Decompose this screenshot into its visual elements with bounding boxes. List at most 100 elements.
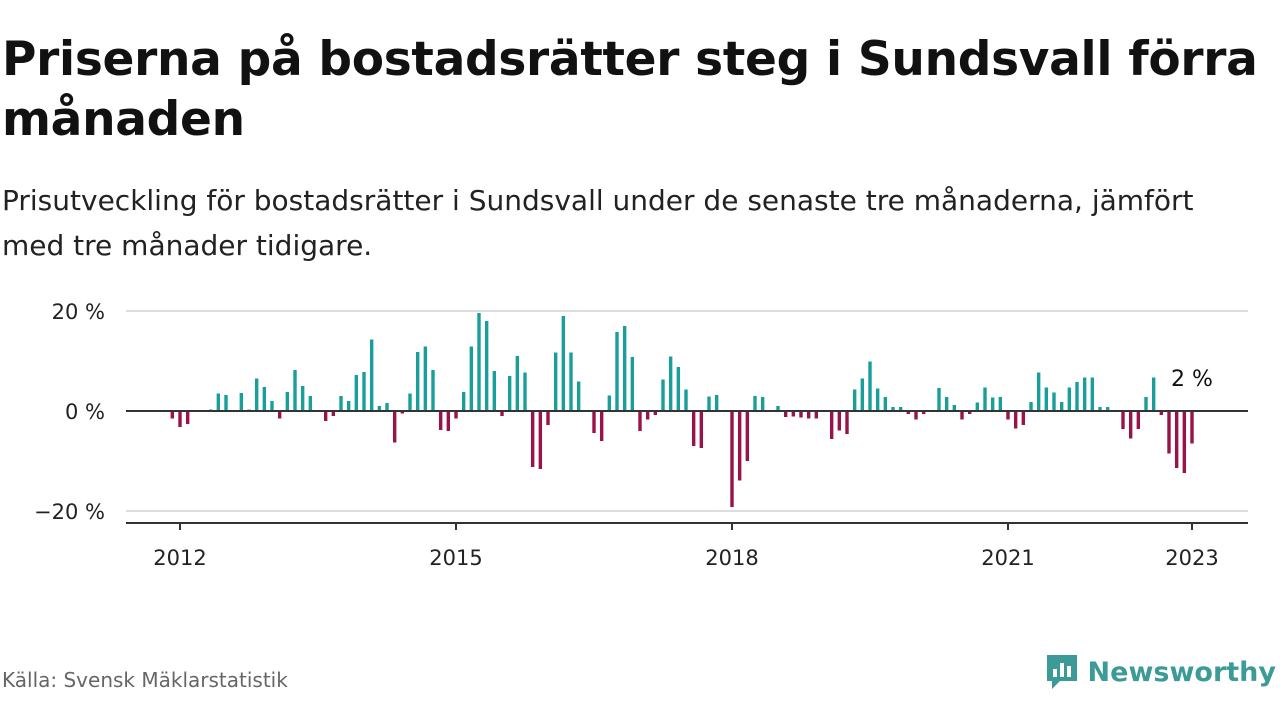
bar	[1190, 411, 1194, 444]
bar	[293, 370, 297, 411]
bar	[546, 411, 550, 425]
bar-chart: 20 % 0 % −20 % 2012 2015 2018 2021 2023 2 %	[34, 300, 1248, 570]
bar	[776, 406, 780, 411]
bar	[1136, 411, 1141, 429]
annotations: 2 %	[1171, 367, 1213, 392]
bar	[952, 405, 957, 411]
bar	[883, 397, 888, 411]
bar	[408, 393, 412, 411]
bar	[684, 389, 688, 411]
bar	[224, 395, 228, 411]
bar	[569, 352, 573, 411]
bar	[262, 387, 267, 411]
bar	[630, 357, 635, 411]
bar	[638, 411, 642, 431]
bar	[415, 352, 420, 411]
bar	[829, 411, 834, 439]
bar	[668, 356, 673, 411]
bar	[921, 411, 926, 414]
bar	[1082, 377, 1087, 411]
bar	[737, 411, 742, 481]
bar	[1121, 411, 1125, 429]
bar	[354, 375, 359, 411]
bar	[1174, 411, 1179, 468]
bar	[814, 411, 819, 419]
bar	[308, 396, 313, 411]
bar	[1098, 407, 1102, 411]
bar	[1059, 402, 1064, 411]
bar	[1182, 411, 1187, 473]
bar	[553, 352, 558, 411]
bar	[852, 389, 857, 411]
bar	[730, 411, 734, 507]
bar	[622, 326, 627, 411]
bar	[707, 396, 711, 411]
bar	[837, 411, 842, 431]
chart-subtitle: Prisutveckling för bostadsrätter i Sunds…	[2, 184, 1194, 262]
bar	[216, 393, 221, 411]
bar	[1052, 392, 1056, 411]
bar	[914, 411, 918, 420]
bar	[845, 411, 849, 434]
bar	[937, 388, 941, 411]
bar	[699, 411, 704, 448]
bar	[454, 411, 458, 419]
bar	[500, 411, 504, 416]
bar	[400, 411, 405, 414]
bar	[891, 407, 895, 411]
bar	[1021, 411, 1026, 425]
bar	[185, 411, 190, 424]
bar	[1167, 411, 1171, 454]
bar	[277, 411, 282, 419]
bar	[875, 388, 880, 411]
y-tick-label: 0 %	[65, 400, 105, 424]
bar	[1067, 387, 1072, 411]
bar	[906, 411, 911, 414]
bar	[898, 407, 903, 411]
bar	[691, 411, 696, 446]
bar	[983, 387, 987, 411]
bar	[860, 378, 865, 411]
bar	[1151, 377, 1156, 411]
bar	[967, 411, 972, 414]
bars	[170, 313, 1194, 507]
bar	[530, 411, 535, 467]
bar	[1128, 411, 1133, 439]
bar	[714, 395, 719, 411]
bar	[653, 411, 658, 415]
bar	[1075, 382, 1079, 411]
bar	[760, 397, 765, 411]
y-tick-label: 20 %	[52, 300, 105, 324]
bar	[285, 392, 290, 411]
bar	[576, 381, 581, 411]
bar	[599, 411, 604, 441]
brand-name: Newsworthy	[1087, 656, 1276, 688]
brand-logo-block[interactable]: Newsworthy	[1044, 652, 1276, 692]
x-tick-label: 2012	[153, 546, 206, 570]
bar	[492, 371, 497, 411]
bar	[1036, 372, 1041, 411]
bar	[1006, 411, 1010, 420]
bar	[783, 411, 788, 417]
bar	[990, 397, 995, 411]
bar	[998, 397, 1003, 411]
bar	[1105, 407, 1110, 411]
source-note: Källa: Svensk Mäklarstatistik	[2, 668, 288, 692]
bar	[484, 321, 489, 411]
bar	[661, 379, 665, 411]
bar	[791, 411, 796, 417]
bar	[1144, 397, 1148, 411]
bar	[515, 356, 520, 411]
bar	[254, 378, 259, 411]
bar	[1029, 402, 1033, 411]
bar	[369, 339, 374, 411]
bar	[1090, 377, 1095, 411]
bar	[362, 372, 366, 411]
bar	[438, 411, 443, 430]
x-axis-ticks: 2012 2015 2018 2021 2023	[153, 523, 1219, 570]
bar	[615, 332, 619, 411]
bar	[645, 411, 650, 420]
y-axis-ticks: 20 % 0 % −20 %	[34, 300, 105, 524]
bar	[461, 392, 466, 411]
bar	[300, 386, 305, 411]
